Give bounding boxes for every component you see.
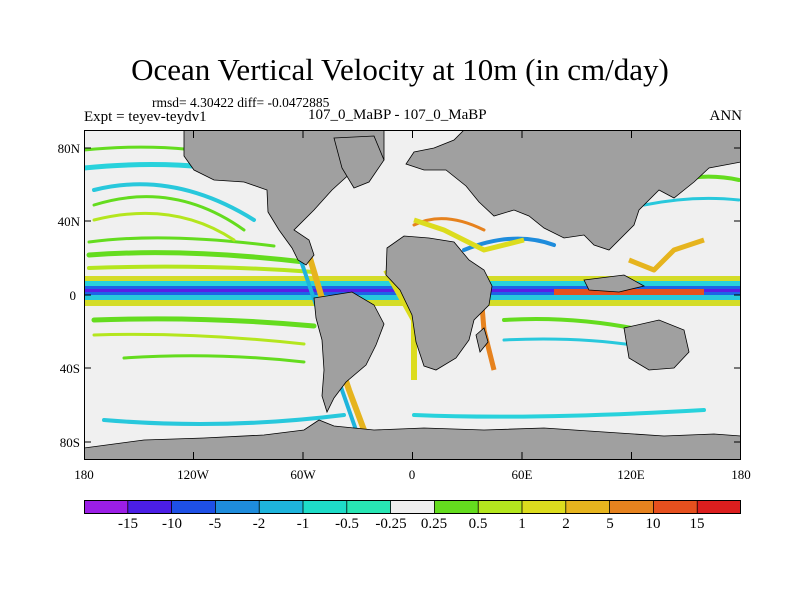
land-south-america bbox=[313, 291, 385, 414]
x-tick-label-120e: 120E bbox=[617, 467, 645, 482]
x-tick-label-60e: 60E bbox=[511, 467, 533, 482]
colorbar-label: 0.25 bbox=[420, 516, 448, 532]
y-tick-label-80n: 80N bbox=[57, 141, 80, 156]
stats-text: rmsd= 4.30422 diff= -0.0472885 bbox=[152, 95, 330, 110]
colorbar-label: 0.5 bbox=[468, 516, 488, 532]
plot-title: Ocean Vertical Velocity at 10m (in cm/da… bbox=[131, 52, 669, 87]
indian-ocean-red-band bbox=[554, 289, 704, 295]
colorbar-swatch bbox=[697, 500, 741, 514]
colorbar-swatch bbox=[390, 500, 435, 514]
land-africa bbox=[385, 235, 493, 371]
x-tick-label-180w: 180 bbox=[74, 467, 94, 482]
land-new-guinea-indonesia bbox=[583, 274, 646, 293]
colorbar-swatch bbox=[522, 500, 567, 514]
x-tick-label-0: 0 bbox=[408, 467, 416, 482]
land-masses bbox=[84, 130, 741, 460]
colorbar-label: 15 bbox=[689, 516, 705, 532]
season-label: ANN bbox=[709, 108, 743, 124]
colorbar-label: -0.25 bbox=[375, 516, 407, 532]
colorbar-label: -10 bbox=[162, 516, 182, 532]
land-antarctica bbox=[84, 419, 741, 460]
colorbar-label: 10 bbox=[645, 516, 661, 532]
colorbar-label: -15 bbox=[118, 516, 138, 532]
colorbar-label: -2 bbox=[252, 516, 266, 532]
x-tick-label-60w: 60W bbox=[290, 467, 316, 482]
land-greenland bbox=[333, 135, 385, 189]
colorbar bbox=[84, 500, 741, 514]
colorbar-swatch bbox=[478, 500, 523, 514]
colorbar-swatch bbox=[303, 500, 348, 514]
y-tick-label-40s: 40S bbox=[59, 361, 80, 376]
colorbar-frame bbox=[84, 500, 741, 514]
colorbar-swatch bbox=[653, 500, 698, 514]
land-australia bbox=[623, 319, 690, 371]
tick-marks bbox=[84, 130, 741, 460]
colorbar-swatch bbox=[259, 500, 304, 514]
x-tick-label-180e: 180 bbox=[731, 467, 751, 482]
land-madagascar bbox=[475, 327, 489, 353]
runs-label: 107_0_MaBP - 107_0_MaBP bbox=[308, 107, 487, 123]
colorbar-swatch bbox=[215, 500, 260, 514]
colorbar-swatch bbox=[127, 500, 172, 514]
colorbar-label: 2 bbox=[562, 516, 570, 532]
colorbar-swatch bbox=[565, 500, 610, 514]
colorbar-label: 1 bbox=[518, 516, 526, 532]
colorbar-swatch bbox=[434, 500, 479, 514]
land-eurasia bbox=[405, 130, 741, 251]
colorbar-label: -1 bbox=[296, 516, 310, 532]
colorbar-label: -5 bbox=[208, 516, 222, 532]
y-tick-label-80s: 80S bbox=[59, 435, 80, 450]
colorbar-swatch bbox=[84, 500, 129, 514]
colorbar-swatch bbox=[346, 500, 391, 514]
subtropical-streaks bbox=[84, 145, 741, 426]
velocity-map bbox=[84, 130, 741, 460]
colorbar-label: 5 bbox=[606, 516, 614, 532]
y-tick-label-40n: 40N bbox=[57, 214, 80, 229]
y-tick-label-equator: 0 bbox=[69, 288, 77, 303]
experiment-label: Expt = teyev-teydv1 bbox=[84, 109, 207, 125]
colorbar-swatch bbox=[609, 500, 654, 514]
colorbar-swatch bbox=[171, 500, 216, 514]
x-tick-label-120w: 120W bbox=[177, 467, 209, 482]
colorbar-label: -0.5 bbox=[335, 516, 359, 532]
